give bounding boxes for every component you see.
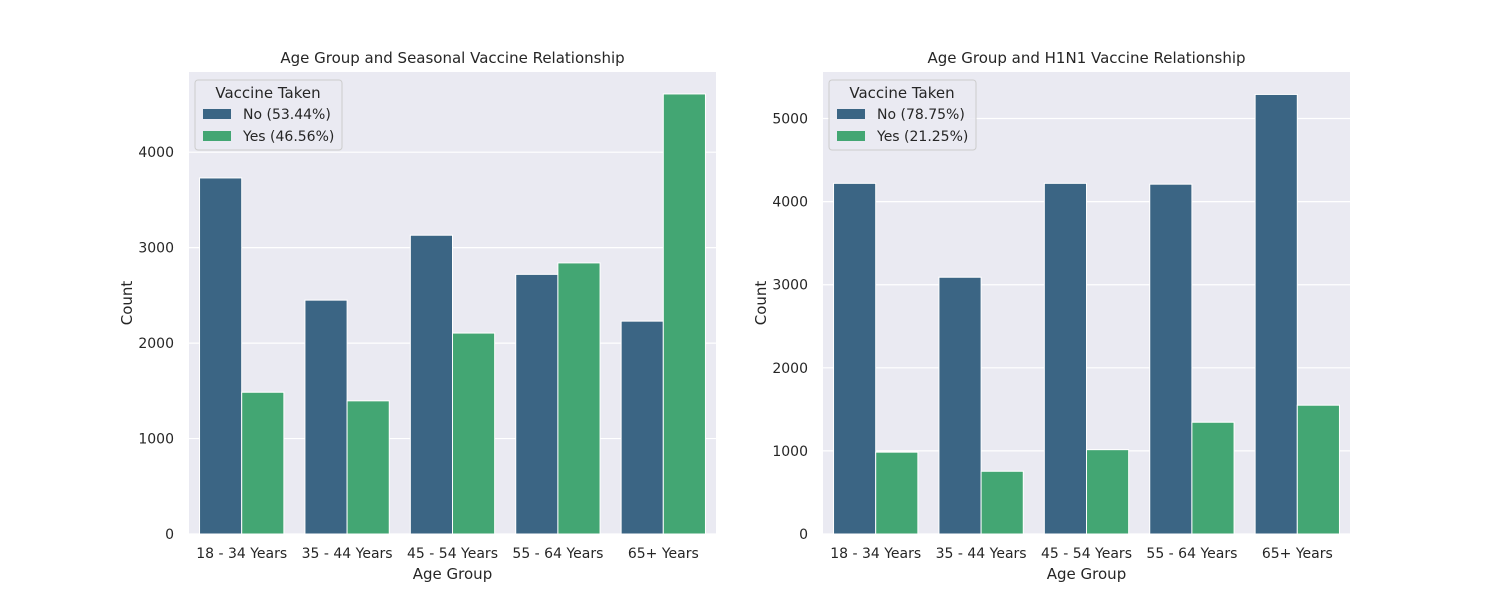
bar-yes-1 [875, 451, 919, 535]
y-tick-label: 0 [165, 527, 174, 543]
x-axis-label: Age Group [413, 565, 492, 583]
legend-swatch-yes [837, 131, 865, 141]
x-tick-label: 55 - 64 Years [512, 546, 603, 562]
legend: Vaccine Taken No (53.44%) Yes (46.56%) [194, 79, 343, 151]
bar-yes-1 [241, 391, 285, 535]
legend-swatch-no [203, 109, 231, 119]
bar-yes-3 [1086, 449, 1130, 535]
legend-title: Vaccine Taken [849, 84, 954, 102]
chart-title: Age Group and H1N1 Vaccine Relationship [927, 49, 1245, 67]
y-tick-label: 0 [799, 527, 808, 543]
chart-title: Age Group and Seasonal Vaccine Relations… [280, 49, 624, 67]
legend-title: Vaccine Taken [215, 84, 320, 102]
bar-no-4 [515, 273, 559, 535]
chart-2: 0 1000 2000 3000 4000 5000 18 - 34 Years 35 - 4… [752, 49, 1350, 583]
bar-no-4 [1149, 183, 1193, 535]
y-axis-label: Count [118, 281, 136, 326]
bar-yes-2 [346, 400, 390, 535]
bar-no-3 [1043, 182, 1087, 535]
bar-no-2 [938, 276, 982, 535]
y-tick-label: 1000 [138, 432, 174, 448]
y-tick-label: 3000 [772, 278, 808, 294]
bar-no-2 [304, 299, 348, 535]
x-tick-label: 45 - 54 Years [1041, 546, 1132, 562]
chart-1: 0 1000 2000 3000 4000 18 - 34 Years 35 - 44 Ye… [118, 49, 716, 583]
legend-label-no: No (78.75%) [877, 107, 965, 123]
x-tick-label: 35 - 44 Years [302, 546, 393, 562]
legend-frame [194, 79, 343, 151]
x-tick-label: 18 - 34 Years [830, 546, 921, 562]
bar-yes-2 [980, 470, 1024, 535]
bar-yes-4 [557, 262, 601, 535]
y-tick-label: 1000 [772, 444, 808, 460]
y-tick-label: 2000 [772, 361, 808, 377]
bar-no-1 [833, 182, 877, 535]
legend-label-no: No (53.44%) [243, 107, 331, 123]
x-tick-label: 65+ Years [628, 546, 699, 562]
legend-label-yes: Yes (21.25%) [876, 129, 968, 145]
y-tick-label: 5000 [772, 112, 808, 128]
y-tick-label: 3000 [138, 241, 174, 257]
x-tick-label: 18 - 34 Years [196, 546, 287, 562]
legend-swatch-no [837, 109, 865, 119]
x-tick-label: 65+ Years [1262, 546, 1333, 562]
y-tick-label: 2000 [138, 336, 174, 352]
bar-no-1 [199, 177, 243, 535]
bar-no-5 [1254, 93, 1298, 535]
legend-swatch-yes [203, 131, 231, 141]
bar-no-5 [620, 320, 664, 535]
y-tick-label: 4000 [138, 145, 174, 161]
bar-yes-5 [1296, 404, 1340, 535]
y-axis-label: Count [752, 281, 770, 326]
x-axis-label: Age Group [1047, 565, 1126, 583]
x-tick-label: 35 - 44 Years [936, 546, 1027, 562]
x-tick-label: 45 - 54 Years [407, 546, 498, 562]
legend: Vaccine Taken No (78.75%) Yes (21.25%) [828, 79, 977, 151]
legend-label-yes: Yes (46.56%) [242, 129, 334, 145]
bar-yes-5 [662, 93, 706, 535]
bar-yes-3 [452, 332, 496, 535]
bar-no-3 [409, 234, 453, 535]
bar-yes-4 [1191, 421, 1235, 535]
x-tick-label: 55 - 64 Years [1146, 546, 1237, 562]
legend-frame [828, 79, 977, 151]
y-tick-label: 4000 [772, 195, 808, 211]
